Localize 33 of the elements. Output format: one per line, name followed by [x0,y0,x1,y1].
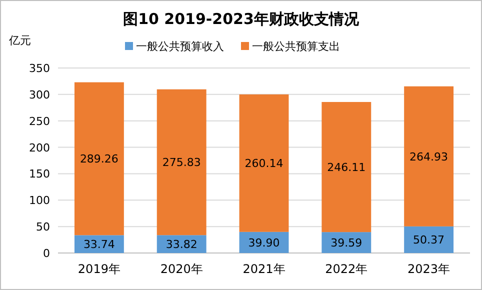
y-tick-label: 100 [29,194,50,208]
x-tick-label: 2023年 [408,262,450,276]
x-tick-label: 2021年 [242,262,286,276]
data-label: 246.11 [327,161,366,174]
legend-label: 一般公共预算支出 [252,40,340,53]
data-label: 289.26 [80,152,118,166]
y-tick-label: 350 [29,62,50,75]
y-tick-label: 0 [43,247,50,260]
chart-title: 图10 2019-2023年财政收支情况 [123,10,360,28]
bar [404,86,454,226]
y-tick-label: 300 [29,88,50,102]
data-label: 275.83 [162,156,201,170]
data-label: 260.14 [244,157,284,170]
data-label: 264.93 [410,150,448,164]
data-label: 33.74 [83,238,115,252]
y-tick-label: 50 [36,220,50,234]
y-tick-label: 250 [29,114,50,128]
bar [239,94,289,232]
y-tick-label: 200 [29,141,50,154]
bar [156,89,206,236]
x-tick-label: 2020年 [160,262,203,276]
y-tick-label: 150 [29,168,50,181]
bar [322,102,372,232]
legend-label: 一般公共预算收入 [136,40,224,53]
data-label: 33.82 [166,238,198,252]
x-tick-label: 2019年 [78,262,120,276]
data-label: 39.59 [330,236,362,250]
bar [404,226,454,253]
y-axis-title: 亿元 [8,34,31,47]
x-tick-label: 2022年 [325,262,368,276]
data-label: 39.90 [248,236,280,250]
data-label: 50.37 [413,234,445,247]
bar [74,82,124,236]
